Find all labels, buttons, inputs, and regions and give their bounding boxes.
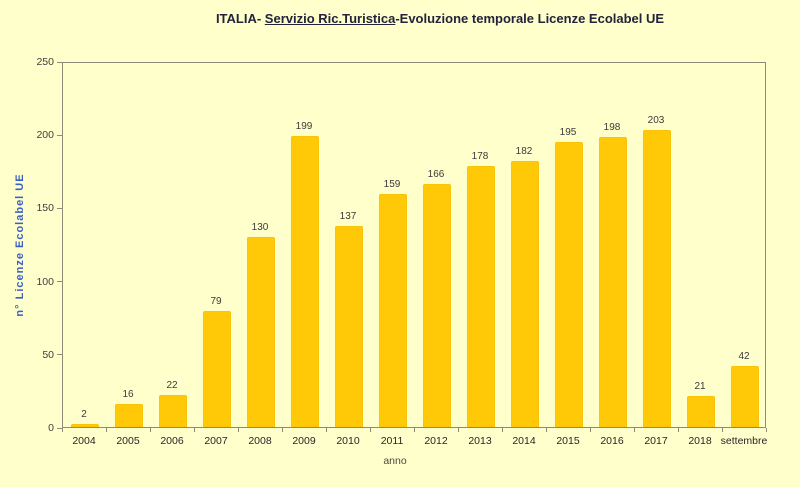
x-tick-label: 2012 xyxy=(424,435,448,447)
bar xyxy=(379,194,407,427)
bar xyxy=(687,396,715,427)
x-tick-mark xyxy=(766,428,767,432)
y-tick-mark xyxy=(57,207,62,209)
bar xyxy=(423,184,451,427)
x-tick-label: 2005 xyxy=(116,435,140,447)
bar-value-label: 42 xyxy=(738,351,750,362)
chart-title-prefix: ITALIA- xyxy=(215,11,265,26)
bar-value-label: 22 xyxy=(166,380,178,391)
bar-value-label: 198 xyxy=(603,122,621,133)
chart-title-suffix: -Evoluzione temporale Licenze Ecolabel U… xyxy=(395,11,665,26)
bar xyxy=(335,226,363,427)
bar-value-label: 21 xyxy=(694,381,706,392)
bar-value-label: 159 xyxy=(383,179,401,190)
x-tick-mark xyxy=(150,428,151,432)
bar xyxy=(511,161,539,427)
x-tick-mark xyxy=(282,428,283,432)
x-tick-label: 2018 xyxy=(688,435,712,447)
x-tick-mark xyxy=(238,428,239,432)
y-tick-mark xyxy=(57,281,62,283)
bar-value-label: 79 xyxy=(210,296,222,307)
x-tick-mark xyxy=(722,428,723,432)
y-tick-label: 50 xyxy=(42,348,54,361)
x-tick-label: 2004 xyxy=(72,435,96,447)
x-tick-label: 2011 xyxy=(380,435,404,447)
bar xyxy=(115,404,143,427)
x-tick-label: 2009 xyxy=(292,435,316,447)
y-tick-mark xyxy=(57,354,62,356)
y-tick-mark xyxy=(57,427,62,429)
x-tick-mark xyxy=(458,428,459,432)
bar xyxy=(71,424,99,427)
bar-value-label: 203 xyxy=(647,115,665,126)
x-tick-label: settembre xyxy=(720,435,768,447)
y-tick-mark xyxy=(57,61,62,63)
bar xyxy=(555,142,583,427)
bar-value-label: 199 xyxy=(295,121,313,132)
x-tick-label: 2008 xyxy=(248,435,272,447)
x-tick-label: 2007 xyxy=(204,435,228,447)
x-tick-mark xyxy=(546,428,547,432)
y-tick-label: 0 xyxy=(48,422,54,434)
x-tick-mark xyxy=(590,428,591,432)
x-axis-title: anno xyxy=(383,455,407,467)
y-tick-label: 250 xyxy=(36,56,54,68)
x-tick-label: 2014 xyxy=(512,435,536,447)
y-tick-mark xyxy=(57,134,62,136)
bar-value-label: 178 xyxy=(471,151,489,162)
x-tick-label: 2015 xyxy=(556,435,580,447)
x-tick-label: 2017 xyxy=(644,435,668,447)
bar xyxy=(599,137,627,427)
bar xyxy=(203,311,231,427)
bar xyxy=(643,130,671,427)
x-tick-mark xyxy=(502,428,503,432)
y-axis-title: n° Licenze Ecolabel UE xyxy=(14,173,26,317)
bar-value-label: 182 xyxy=(515,146,533,157)
chart-title-underlined: Servizio Ric.Turistica xyxy=(264,11,396,26)
bar-value-label: 137 xyxy=(339,211,357,222)
bar-value-label: 195 xyxy=(559,127,577,138)
y-tick-label: 150 xyxy=(36,202,54,215)
bar-value-label: 130 xyxy=(251,222,269,233)
y-tick-label: 100 xyxy=(36,275,54,288)
bar xyxy=(467,166,495,427)
x-tick-mark xyxy=(106,428,107,432)
x-tick-mark xyxy=(326,428,327,432)
x-tick-label: 2016 xyxy=(600,435,624,447)
x-tick-mark xyxy=(194,428,195,432)
x-tick-label: 2013 xyxy=(468,435,492,447)
bar-value-label: 16 xyxy=(122,389,134,400)
plot-area xyxy=(62,62,766,428)
bar-value-label: 2 xyxy=(81,409,87,420)
bar xyxy=(159,395,187,427)
x-tick-mark xyxy=(370,428,371,432)
bar xyxy=(291,136,319,427)
x-tick-label: 2010 xyxy=(336,435,360,447)
x-tick-mark xyxy=(62,428,63,432)
chart-title: ITALIA- Servizio Ric.Turistica-Evoluzion… xyxy=(80,11,800,26)
x-tick-mark xyxy=(634,428,635,432)
bar xyxy=(731,366,759,427)
x-tick-mark xyxy=(678,428,679,432)
bar-value-label: 166 xyxy=(427,169,445,180)
y-tick-label: 200 xyxy=(36,129,54,142)
x-tick-mark xyxy=(414,428,415,432)
bar xyxy=(247,237,275,427)
x-tick-label: 2006 xyxy=(160,435,184,447)
